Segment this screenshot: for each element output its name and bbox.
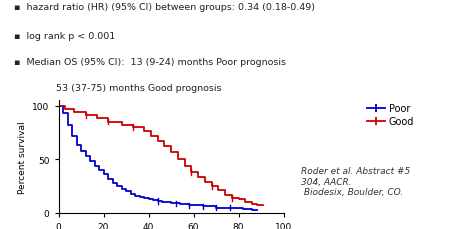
Text: Roder et al. Abstract #5
304, AACR.
 Biodesix, Boulder, CO.: Roder et al. Abstract #5 304, AACR. Biod…	[301, 167, 410, 196]
Text: ▪  log rank p < 0.001: ▪ log rank p < 0.001	[14, 32, 115, 41]
Text: ▪  hazard ratio (HR) (95% CI) between groups: 0.34 (0.18-0.49): ▪ hazard ratio (HR) (95% CI) between gro…	[14, 3, 315, 12]
Legend: Poor, Good: Poor, Good	[364, 100, 418, 131]
Y-axis label: Percent survival: Percent survival	[18, 121, 27, 193]
Text: 53 (37-75) months Good prognosis: 53 (37-75) months Good prognosis	[14, 84, 221, 93]
Text: ▪  Median OS (95% CI):  13 (9-24) months Poor prognosis: ▪ Median OS (95% CI): 13 (9-24) months P…	[14, 58, 285, 67]
